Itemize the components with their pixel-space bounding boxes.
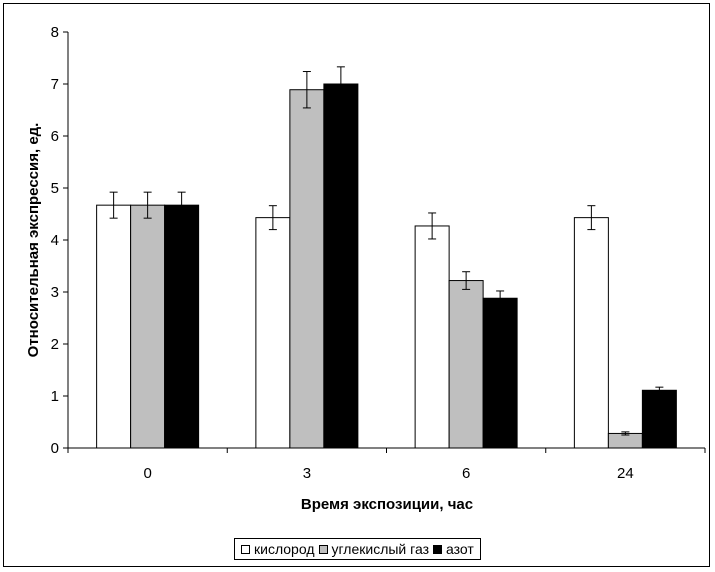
legend-label-oxygen: кислород xyxy=(254,541,315,557)
chart-frame xyxy=(3,3,710,567)
error-bar-2-6 xyxy=(496,290,505,307)
x-axis-title: Время экспозиции, час xyxy=(301,496,473,513)
y-tick-label: 3 xyxy=(51,284,59,301)
bar-2-3 xyxy=(323,83,359,449)
error-bar-1-3 xyxy=(302,71,311,109)
y-axis-title: Относительная экспрессия, ед. xyxy=(25,123,42,358)
bar-0-0 xyxy=(96,204,132,449)
error-bar-0-3 xyxy=(268,205,277,231)
legend-swatch-oxygen xyxy=(241,544,250,554)
axes-group: 0 1 2 3 4 5 6 7 8 0 3 6 24 xyxy=(51,24,706,482)
legend-label-nitrogen: азот xyxy=(446,541,474,557)
y-tick-label: 7 xyxy=(51,76,59,93)
bar-1-0 xyxy=(130,204,166,449)
error-bar-0-6 xyxy=(428,212,437,240)
legend-item-co2: углекислый газ xyxy=(318,541,430,557)
y-tick-label: 0 xyxy=(51,440,59,457)
x-tick-label: 24 xyxy=(617,465,634,482)
bar-2-24 xyxy=(641,389,677,449)
bar-0-24 xyxy=(573,217,609,449)
bar-1-3 xyxy=(289,89,325,449)
error-bar-1-24 xyxy=(621,431,630,436)
legend-label-co2: углекислый газ xyxy=(331,541,430,557)
bar-0-6 xyxy=(414,225,450,449)
y-tick-label: 8 xyxy=(51,24,59,41)
legend-item-oxygen: кислород xyxy=(241,541,315,557)
error-bar-2-3 xyxy=(336,66,345,102)
legend-swatch-nitrogen xyxy=(433,544,442,554)
error-bar-1-0 xyxy=(143,191,152,219)
y-tick-label: 6 xyxy=(51,128,59,145)
bar-1-6 xyxy=(448,280,484,449)
bar-0-3 xyxy=(255,217,291,449)
y-tick-label: 5 xyxy=(51,180,59,197)
bar-2-6 xyxy=(482,297,518,449)
error-bar-2-24 xyxy=(655,386,664,394)
x-tick-label: 0 xyxy=(143,465,151,482)
error-bar-0-24 xyxy=(587,205,596,231)
y-tick-label: 1 xyxy=(51,388,59,405)
legend-item-nitrogen: азот xyxy=(433,541,474,557)
error-bar-0-0 xyxy=(109,191,118,219)
error-bar-1-6 xyxy=(462,271,471,290)
error-bars-group xyxy=(109,66,664,436)
y-tick-label: 2 xyxy=(51,336,59,353)
x-tick-label: 6 xyxy=(462,465,470,482)
bars-group xyxy=(96,83,677,449)
bar-2-0 xyxy=(164,204,200,449)
bar-1-24 xyxy=(607,432,643,449)
y-tick-label: 4 xyxy=(51,232,59,249)
legend-swatch-co2 xyxy=(318,544,328,554)
legend: кислород углекислый газ азот xyxy=(234,538,481,560)
x-tick-label: 3 xyxy=(303,465,311,482)
error-bar-2-0 xyxy=(177,191,186,219)
